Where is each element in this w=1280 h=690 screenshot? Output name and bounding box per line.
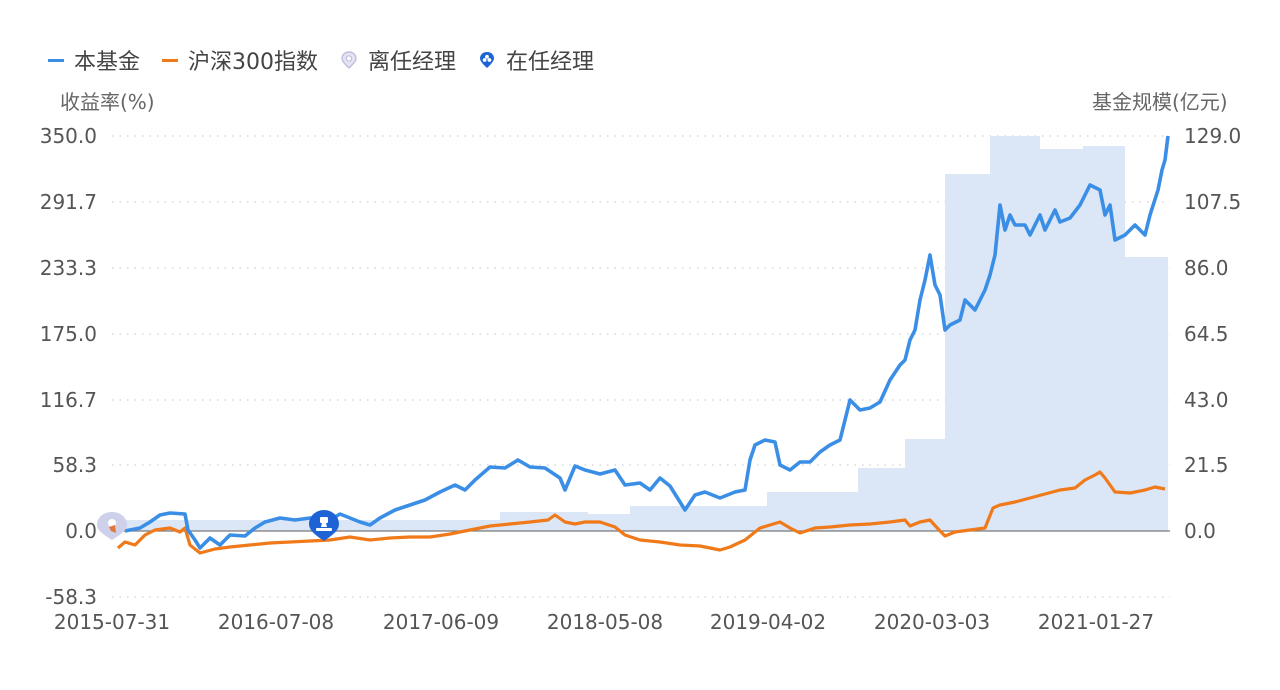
right-tick: 64.5 [1184, 322, 1229, 346]
legend-item-index[interactable]: 沪深300指数 [162, 44, 318, 76]
fund-size-bar [630, 506, 767, 531]
fund-size-bar [905, 439, 945, 531]
chart-legend: 本基金 沪深300指数 离任经理 在任经理 [48, 44, 616, 76]
fund-size-bar [1125, 257, 1168, 531]
legend-label-former-manager: 离任经理 [368, 50, 457, 75]
fund-size-bar [945, 174, 990, 531]
fund-size-bar [185, 520, 500, 531]
legend-item-former-manager[interactable]: 离任经理 [340, 44, 456, 76]
former-manager-pin-icon [341, 51, 357, 69]
right-tick: 0.0 [1184, 519, 1216, 543]
legend-label-current-manager: 在任经理 [506, 50, 595, 75]
legend-item-fund[interactable]: 本基金 [48, 44, 140, 76]
left-tick: 116.7 [39, 388, 97, 412]
fund-size-bar [588, 514, 630, 531]
left-tick: 291.7 [39, 190, 97, 214]
legend-label-index: 沪深300指数 [188, 50, 319, 75]
left-axis-title: 收益率(%) [60, 90, 155, 114]
left-tick: -58.3 [45, 585, 97, 609]
fund-size-bar [112, 520, 185, 531]
right-axis-title: 基金规模(亿元) [1092, 90, 1228, 114]
right-tick: 43.0 [1184, 388, 1229, 412]
index-series-line [116, 470, 1166, 555]
left-tick: 233.3 [39, 256, 97, 280]
former-manager-marker[interactable] [97, 512, 127, 540]
left-tick: 175.0 [39, 322, 97, 346]
right-tick: 107.5 [1184, 190, 1242, 214]
x-tick: 2021-01-27 [1037, 610, 1155, 634]
fund-size-bar [1040, 149, 1083, 531]
legend-label-fund: 本基金 [74, 50, 141, 75]
left-tick: 0.0 [65, 519, 97, 543]
index-line-swatch-icon [162, 58, 179, 62]
right-tick: 86.0 [1184, 256, 1229, 280]
fund-size-bar [990, 136, 1040, 531]
x-tick: 2016-07-08 [217, 610, 335, 634]
left-tick: 58.3 [52, 453, 97, 477]
x-tick: 2019-04-02 [709, 610, 827, 634]
legend-item-current-manager[interactable]: 在任经理 [478, 44, 594, 76]
right-tick: 21.5 [1184, 453, 1229, 477]
x-tick: 2018-05-08 [546, 610, 664, 634]
current-manager-pin-icon [480, 52, 495, 68]
left-tick: 350.0 [39, 124, 97, 148]
current-manager-marker[interactable] [309, 510, 339, 541]
right-tick: 129.0 [1184, 124, 1242, 148]
x-tick: 2015-07-31 [53, 610, 171, 634]
x-tick: 2017-06-09 [382, 610, 500, 634]
fund-line-swatch-icon [48, 58, 64, 62]
x-tick: 2020-03-03 [873, 610, 991, 634]
